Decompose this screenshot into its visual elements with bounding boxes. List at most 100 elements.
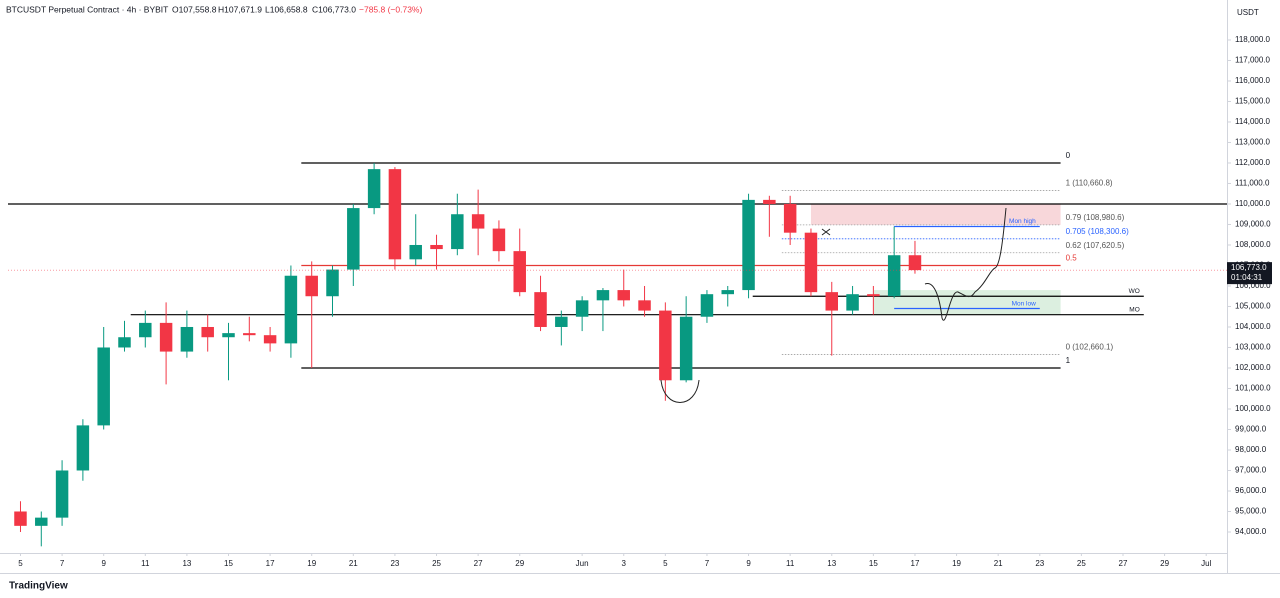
y-tick-label: 97,000.0 bbox=[1235, 466, 1267, 475]
x-tick-label: 5 bbox=[663, 559, 668, 568]
candle-body bbox=[35, 517, 48, 526]
x-tick-label: 7 bbox=[705, 559, 710, 568]
y-tick-label: 94,000.0 bbox=[1235, 527, 1267, 536]
candle-body bbox=[783, 203, 797, 233]
candle-body bbox=[367, 169, 381, 209]
candle-body bbox=[617, 290, 630, 301]
candle-body bbox=[159, 322, 173, 352]
candle-body bbox=[326, 269, 339, 297]
x-tick-label: 11 bbox=[786, 559, 795, 568]
y-tick-label: 118,000.0 bbox=[1235, 35, 1271, 44]
candle-body bbox=[513, 251, 526, 293]
y-tick-label: 104,000.0 bbox=[1235, 322, 1271, 331]
candle-body bbox=[867, 294, 880, 297]
x-tick-label: 9 bbox=[746, 559, 751, 568]
symbol: BTCUSDT Perpetual Contract · 4h · BYBIT bbox=[6, 4, 168, 14]
candle-body bbox=[471, 214, 485, 229]
plot: 0 1 (110,660.8) 0.79 (108,980.6) 0.705 (108… bbox=[8, 151, 1227, 547]
y-tick-label: 109,000.0 bbox=[1235, 220, 1271, 229]
candle-body bbox=[451, 214, 464, 250]
x-tick-label: 9 bbox=[101, 559, 106, 568]
candle-body bbox=[118, 337, 131, 348]
level-label: 1 (110,660.8) bbox=[1066, 179, 1113, 188]
x-tick-label: 25 bbox=[1077, 559, 1086, 568]
level-label: 0 bbox=[1066, 151, 1071, 160]
x-tick-label: 17 bbox=[911, 559, 920, 568]
y-tick-label: 102,000.0 bbox=[1235, 363, 1271, 372]
candle-body bbox=[742, 199, 755, 291]
y-tick-label: 96,000.0 bbox=[1235, 486, 1267, 495]
candle-body bbox=[679, 316, 693, 381]
y-tick-label: 114,000.0 bbox=[1235, 117, 1271, 126]
candle-body bbox=[263, 335, 277, 344]
candle-body bbox=[97, 347, 110, 426]
y-tick-label: 117,000.0 bbox=[1235, 56, 1271, 65]
cross-marker bbox=[821, 228, 831, 236]
y-tick-label: 110,000.0 bbox=[1235, 199, 1271, 208]
x-tick-label: 19 bbox=[307, 559, 316, 568]
y-tick-label: 113,000.0 bbox=[1235, 138, 1271, 147]
y-tick-label: 105,000.0 bbox=[1235, 302, 1271, 311]
y-tick-label: 95,000.0 bbox=[1235, 507, 1267, 516]
y-tick-label: 115,000.0 bbox=[1235, 97, 1271, 106]
ohlc-open: O107,558.8 bbox=[172, 4, 217, 14]
candle-body bbox=[388, 169, 402, 260]
candle-body bbox=[430, 244, 443, 250]
candle-body bbox=[555, 316, 568, 327]
x-tick-label: 15 bbox=[869, 559, 878, 568]
candle-body bbox=[180, 326, 194, 352]
candle-body bbox=[763, 199, 776, 204]
x-tick-label: 13 bbox=[827, 559, 836, 568]
currency: USDT bbox=[1237, 8, 1259, 17]
x-tick-label: 15 bbox=[224, 559, 233, 568]
candle-body bbox=[284, 275, 298, 344]
y-tick-label: 112,000.0 bbox=[1235, 158, 1271, 167]
x-tick-label: 13 bbox=[182, 559, 191, 568]
x-tick-label: 29 bbox=[1160, 559, 1169, 568]
last-price-box bbox=[1227, 262, 1272, 285]
brand: TradingView bbox=[9, 581, 68, 592]
level-label: 0.79 (108,980.6) bbox=[1066, 213, 1125, 222]
y-tick-label: 116,000.0 bbox=[1235, 76, 1271, 85]
candle-body bbox=[305, 275, 318, 297]
last-price-label: 106,773.0 bbox=[1231, 263, 1267, 272]
x-tick-label: 21 bbox=[349, 559, 358, 568]
y-tick-label: 101,000.0 bbox=[1235, 384, 1271, 393]
level-label: 0.5 bbox=[1066, 254, 1078, 263]
y-tick-label: 100,000.0 bbox=[1235, 404, 1271, 413]
zone bbox=[873, 290, 1061, 315]
countdown: 01:04:31 bbox=[1231, 273, 1263, 282]
y-tick-label: 103,000.0 bbox=[1235, 343, 1271, 352]
candle-body bbox=[492, 228, 506, 252]
ohlc-close: C106,773.0 bbox=[312, 4, 356, 14]
candle-body bbox=[55, 470, 69, 518]
y-tick-label: 111,000.0 bbox=[1235, 179, 1270, 188]
x-tick-label: 5 bbox=[18, 559, 23, 568]
candle-body bbox=[139, 322, 152, 338]
candle-body bbox=[700, 294, 714, 317]
x-tick-label: 29 bbox=[515, 559, 524, 568]
x-tick-label: 17 bbox=[266, 559, 275, 568]
candle-body bbox=[887, 255, 901, 297]
y-tick-label: 99,000.0 bbox=[1235, 425, 1267, 434]
candle-body bbox=[222, 333, 235, 338]
x-tick-label: 21 bbox=[994, 559, 1003, 568]
candle-body bbox=[76, 425, 90, 471]
level-label: 1 bbox=[1066, 356, 1071, 365]
level-label: 0 (102,660.1) bbox=[1066, 343, 1114, 352]
x-tick-label: 3 bbox=[622, 559, 627, 568]
ohlc-low: L106,658.8 bbox=[265, 4, 308, 14]
x-tick-label: 19 bbox=[952, 559, 961, 568]
x-tick-label: Jul bbox=[1201, 559, 1211, 568]
candle-body bbox=[575, 300, 589, 317]
candle-body bbox=[14, 511, 27, 526]
x-tick-label: 25 bbox=[432, 559, 441, 568]
bottom-arc bbox=[660, 379, 700, 403]
x-tick-label: 27 bbox=[1119, 559, 1128, 568]
x-tick-label: 23 bbox=[390, 559, 399, 568]
y-tick-label: 106,000.0 bbox=[1235, 281, 1271, 290]
x-tick-label: 27 bbox=[474, 559, 483, 568]
level-label: 0.705 (108,300.6) bbox=[1066, 227, 1129, 236]
candle-body bbox=[534, 292, 547, 327]
